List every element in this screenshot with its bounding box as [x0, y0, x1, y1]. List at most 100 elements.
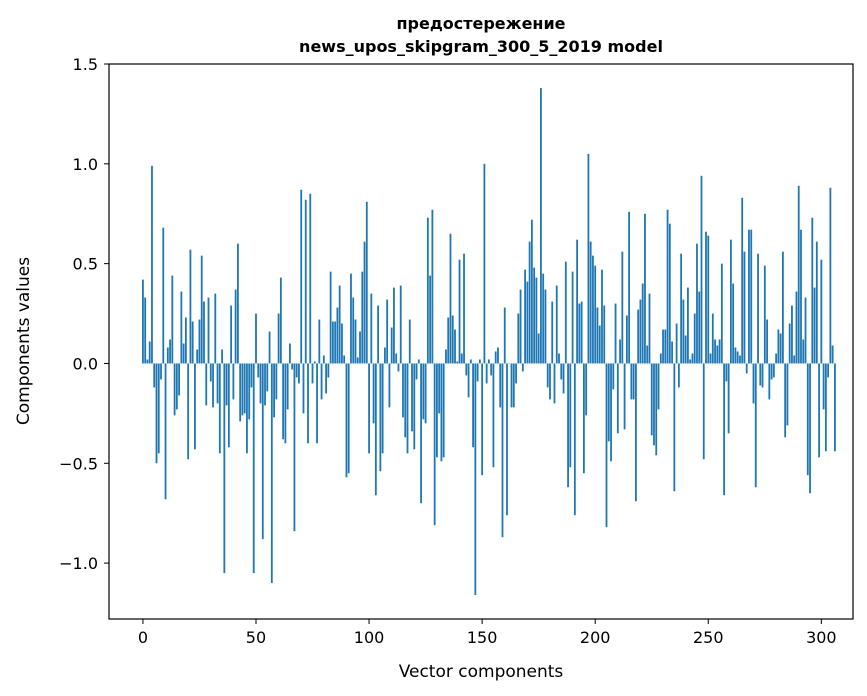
bar-262: [734, 347, 737, 364]
bar-231: [664, 329, 667, 364]
y-tick-label: 0.5: [73, 255, 98, 274]
bar-5: [153, 363, 156, 388]
bar-35: [221, 349, 223, 364]
bar-84: [331, 321, 334, 364]
bar-50: [255, 313, 257, 364]
bar-51: [257, 363, 260, 378]
bar-272: [757, 253, 759, 364]
bar-6: [155, 363, 158, 464]
bar-176: [540, 87, 542, 364]
bar-97: [361, 271, 364, 364]
x-tick-label: 250: [693, 628, 724, 647]
bar-16: [178, 363, 181, 396]
bar-165: [515, 363, 517, 384]
bar-20: [187, 363, 190, 460]
bar-4: [151, 165, 153, 364]
bar-206: [607, 363, 610, 442]
bar-149: [478, 359, 481, 364]
bar-250: [707, 235, 710, 364]
bar-134: [445, 349, 447, 364]
bar-253: [714, 339, 716, 364]
chart-title-line-2: news_upos_skipgram_300_5_2019 model: [299, 37, 663, 56]
bar-130: [436, 363, 438, 458]
bar-198: [589, 241, 592, 364]
bar-248: [702, 363, 705, 460]
bar-138: [454, 329, 456, 364]
bar-274: [761, 363, 764, 388]
bar-171: [528, 241, 531, 364]
bar-72: [304, 199, 307, 364]
bar-127: [429, 275, 432, 364]
bar-146: [472, 363, 474, 448]
bar-303: [827, 363, 830, 378]
bar-181: [551, 301, 554, 364]
bar-96: [359, 331, 361, 364]
bar-163: [510, 363, 513, 408]
bar-190: [571, 271, 574, 364]
bar-270: [752, 363, 755, 404]
bar-237: [677, 363, 680, 388]
bar-288: [793, 355, 796, 364]
bar-232: [666, 209, 669, 364]
bar-86: [336, 307, 339, 364]
bar-131: [438, 363, 441, 414]
bar-289: [795, 291, 798, 364]
bar-278: [770, 363, 773, 380]
bar-264: [739, 355, 741, 364]
bar-252: [711, 313, 714, 364]
bar-233: [668, 223, 671, 364]
bar-300: [820, 259, 823, 364]
bar-119: [411, 363, 413, 432]
bar-214: [625, 315, 628, 364]
bar-228: [657, 363, 660, 410]
bar-193: [578, 303, 581, 364]
bar-212: [621, 251, 624, 364]
bar-236: [675, 323, 678, 364]
bar-265: [741, 197, 744, 364]
bar-295: [809, 363, 811, 494]
bar-187: [564, 261, 567, 364]
bar-297: [813, 287, 816, 364]
bar-141: [460, 353, 463, 364]
bar-175: [537, 333, 540, 364]
bar-92: [350, 273, 352, 364]
bar-201: [596, 307, 599, 364]
bar-90: [345, 363, 348, 478]
bar-268: [748, 229, 750, 364]
bar-80: [322, 355, 325, 364]
bar-249: [705, 231, 707, 364]
bar-68: [295, 363, 298, 378]
bar-211: [619, 339, 621, 364]
bar-223: [646, 345, 649, 364]
bar-70: [300, 189, 303, 364]
bar-57: [270, 363, 273, 584]
bar-136: [449, 233, 452, 364]
bar-30: [209, 363, 212, 382]
bar-213: [623, 363, 626, 430]
bar-81: [325, 363, 327, 394]
bar-189: [569, 363, 572, 468]
bar-195: [582, 363, 585, 474]
bar-282: [779, 333, 782, 364]
bar-239: [682, 299, 685, 364]
bar-106: [381, 363, 384, 454]
bar-200: [594, 265, 597, 364]
bar-102: [372, 363, 375, 424]
bar-118: [408, 319, 411, 364]
bar-269: [750, 229, 753, 364]
bar-224: [648, 293, 651, 364]
bar-240: [684, 335, 687, 364]
bar-123: [420, 363, 422, 504]
bars-group: [142, 87, 836, 596]
y-tick-label: 0.0: [73, 354, 98, 373]
bar-168: [521, 363, 524, 372]
bar-112: [395, 353, 398, 364]
y-axis-label: Components values: [14, 257, 34, 425]
bar-273: [759, 363, 762, 386]
bar-64: [286, 363, 289, 410]
bar-230: [662, 329, 664, 364]
bar-216: [630, 363, 633, 400]
bar-26: [200, 255, 203, 364]
bar-167: [519, 289, 522, 364]
bar-256: [720, 263, 723, 364]
